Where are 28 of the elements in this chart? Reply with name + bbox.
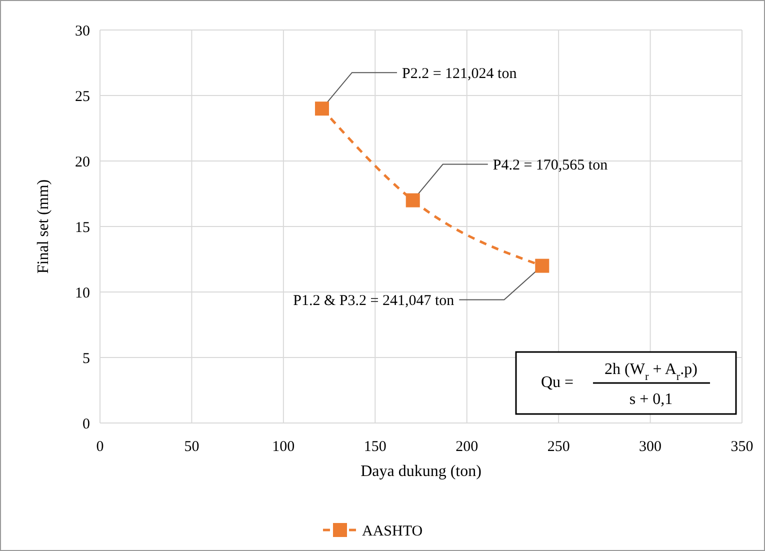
annotation: Qu =	[541, 374, 574, 391]
x-tick-label: 50	[184, 439, 200, 455]
annotation: P4.2 = 170,565 ton	[492, 158, 608, 174]
x-tick-label: 100	[272, 439, 295, 455]
annotation: 2h (W$_{r}$ + A$_{r}$.p)	[604, 361, 698, 383]
y-tick-label: 15	[75, 220, 90, 236]
x-tick-label: 350	[730, 439, 754, 455]
y-tick-label: 10	[75, 285, 90, 302]
y-tick-label: 30	[75, 23, 90, 40]
y-tick-label: 20	[75, 154, 90, 170]
annotation: P2.2 = 121,024 ton	[402, 66, 518, 82]
y-tick-label: 5	[82, 350, 90, 367]
x-tick-label: 150	[364, 439, 386, 455]
annotation: s + 0,1	[629, 391, 673, 408]
x-tick-label: 0	[96, 439, 104, 455]
point	[314, 102, 329, 116]
point	[406, 193, 420, 208]
x-axis-title: Daya dukung (ton)	[360, 463, 482, 480]
y-tick-label: 0	[82, 416, 90, 432]
annotation: P1.2 & P3.2 = 241,047 ton	[293, 293, 455, 310]
x-tick-label: 250	[547, 439, 570, 455]
x-tick-label: 300	[639, 439, 662, 455]
y-axis-title: Final set (mm)	[35, 179, 52, 274]
legend-label: AASHTO	[362, 523, 423, 540]
point	[535, 258, 550, 273]
y-tick-label: 25	[75, 88, 90, 105]
formula-box: Qu = 2h (W$_{r}$ + A$_{r}$.p) s + 0,1	[515, 351, 737, 415]
x-tick-label: 200	[456, 439, 478, 455]
